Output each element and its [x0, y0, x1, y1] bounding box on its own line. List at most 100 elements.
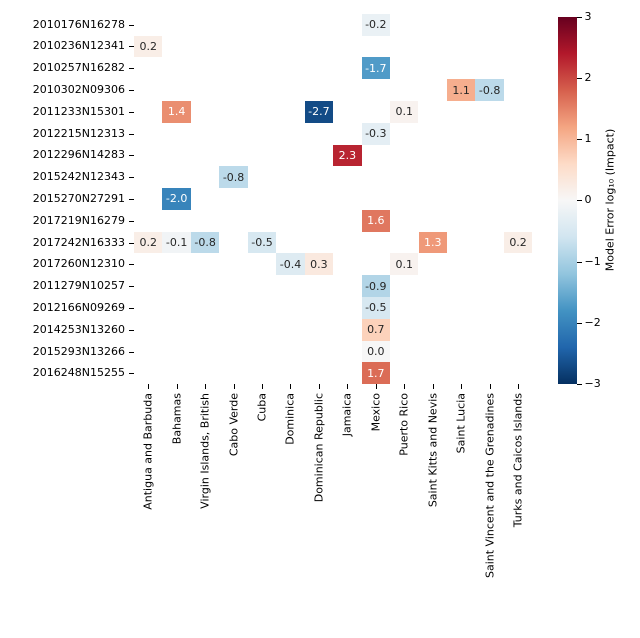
- cell-value: 1.7: [367, 366, 385, 380]
- cell-value: 0.7: [367, 323, 385, 337]
- cell-value: 0.2: [139, 236, 157, 250]
- x-tick-mark: [176, 384, 178, 389]
- x-tick-label: Puerto Rico: [397, 392, 411, 456]
- x-tick-label: Virgin Islands, British: [198, 392, 212, 509]
- colorbar-tick-label: −2: [584, 315, 601, 329]
- heatmap-cell: -0.8: [475, 79, 504, 101]
- y-tick-mark: [129, 220, 134, 222]
- y-tick-mark: [129, 307, 134, 309]
- heatmap-cell: -0.1: [162, 231, 191, 254]
- x-tick-label: Saint Vincent and the Grenadines: [483, 392, 497, 578]
- x-tick-label: Turks and Caicos Islands: [511, 392, 525, 527]
- colorbar-tick-label: −1: [584, 254, 601, 268]
- x-tick-mark: [290, 384, 292, 389]
- x-tick-label: Cuba: [255, 392, 269, 422]
- heatmap-cell: 0.2: [134, 231, 163, 254]
- x-tick-mark: [404, 384, 406, 389]
- y-tick-label: 2015270N27291: [32, 192, 125, 205]
- y-tick-mark: [129, 242, 134, 244]
- y-tick-mark: [129, 177, 134, 179]
- y-tick-label: 2011233N15301: [32, 104, 125, 118]
- heatmap-cell: 0.2: [503, 231, 533, 254]
- x-tick-label: Cabo Verde: [227, 392, 241, 456]
- cell-value: 0.3: [310, 257, 328, 271]
- x-tick-mark: [347, 384, 349, 389]
- y-tick-label: 2016248N15255: [32, 366, 125, 380]
- x-tick-mark: [432, 384, 434, 389]
- heatmap-cell: -0.4: [276, 253, 305, 276]
- x-tick-label: Saint Kitts and Nevis: [426, 392, 440, 507]
- y-tick-mark: [129, 199, 134, 200]
- x-tick-mark: [375, 384, 377, 389]
- y-tick-mark: [129, 24, 134, 26]
- heatmap-cell: 0.1: [390, 100, 419, 123]
- y-tick-label: 2014253N13260: [32, 322, 125, 336]
- heatmap-cell: 0.7: [361, 318, 391, 341]
- y-tick-mark: [129, 111, 134, 113]
- cell-value: -0.9: [365, 279, 387, 293]
- y-tick-label: 2010176N16278: [32, 17, 125, 31]
- y-tick-label: 2017260N12310: [32, 257, 125, 271]
- heatmap-cell: 0.2: [134, 35, 163, 58]
- colorbar-tick-label: 0: [584, 193, 592, 207]
- y-tick-label: 2012215N12313: [32, 126, 125, 140]
- cell-value: 0.2: [139, 39, 157, 53]
- heatmap-cell: 0.0: [361, 340, 391, 363]
- cell-value: 1.3: [423, 236, 442, 250]
- x-tick-label: Dominican Republic: [312, 392, 326, 502]
- colorbar-tick-mark: [577, 322, 582, 324]
- y-tick-label: 2010236N12341: [32, 39, 125, 53]
- y-tick-mark: [129, 373, 134, 375]
- y-tick-label: 2017219N16279: [32, 213, 125, 227]
- x-tick-label: Dominica: [283, 392, 297, 445]
- colorbar-tick-label: 1: [584, 132, 592, 145]
- x-tick-mark: [205, 384, 207, 389]
- colorbar-tick-mark: [577, 200, 582, 202]
- y-tick-label: 2012296N14283: [32, 148, 125, 162]
- colorbar-tick-mark: [577, 77, 582, 79]
- y-tick-label: 2012166N09269: [32, 300, 125, 314]
- y-tick-mark: [129, 264, 134, 266]
- heatmap-cell: -0.5: [361, 297, 391, 319]
- cell-value: -2.0: [165, 192, 188, 206]
- y-tick-mark: [129, 46, 134, 48]
- cell-value: -0.8: [222, 170, 245, 184]
- heatmap-cell: 1.1: [446, 79, 476, 101]
- cell-value: 1.1: [452, 83, 470, 97]
- x-tick-mark: [489, 384, 491, 389]
- y-tick-label: 2015242N12343: [32, 170, 125, 184]
- colorbar-gradient: [558, 16, 577, 384]
- heatmap-cell: -0.3: [361, 122, 391, 145]
- cell-value: 1.6: [367, 214, 385, 228]
- x-tick-label: Mexico: [369, 392, 383, 432]
- y-tick-label: 2011279N10257: [32, 279, 125, 293]
- y-tick-mark: [129, 68, 134, 70]
- x-tick-mark: [233, 384, 235, 389]
- cell-value: -0.2: [365, 18, 387, 32]
- y-tick-label: 2010257N16282: [32, 61, 125, 75]
- heatmap-cell: -0.2: [361, 13, 391, 36]
- x-tick-mark: [262, 384, 264, 389]
- colorbar-tick-label: −3: [584, 377, 601, 390]
- cell-value: 1.4: [167, 105, 186, 119]
- cell-value: -2.7: [308, 105, 330, 119]
- heatmap-cell: 1.3: [418, 231, 447, 254]
- cell-value: -0.8: [194, 236, 216, 250]
- x-tick-label: Antigua and Barbuda: [141, 392, 155, 510]
- heatmap-cell: -1.7: [361, 57, 391, 80]
- y-tick-label: 2015293N13266: [32, 344, 125, 358]
- cell-value: 0.0: [367, 345, 385, 358]
- cell-value: -0.1: [165, 236, 188, 250]
- y-tick-mark: [129, 329, 134, 331]
- y-tick-label: 2017242N16333: [32, 235, 125, 249]
- cell-value: -1.7: [365, 61, 387, 75]
- y-tick-label: 2010302N09306: [32, 83, 125, 97]
- heatmap-cell: -0.9: [361, 275, 391, 298]
- heatmap-cell: 1.4: [162, 100, 191, 123]
- cell-value: -0.5: [251, 236, 273, 250]
- y-tick-mark: [129, 286, 134, 288]
- x-tick-mark: [461, 384, 463, 389]
- x-tick-label: Saint Lucia: [454, 392, 468, 453]
- heatmap-cell: -2.7: [304, 100, 334, 123]
